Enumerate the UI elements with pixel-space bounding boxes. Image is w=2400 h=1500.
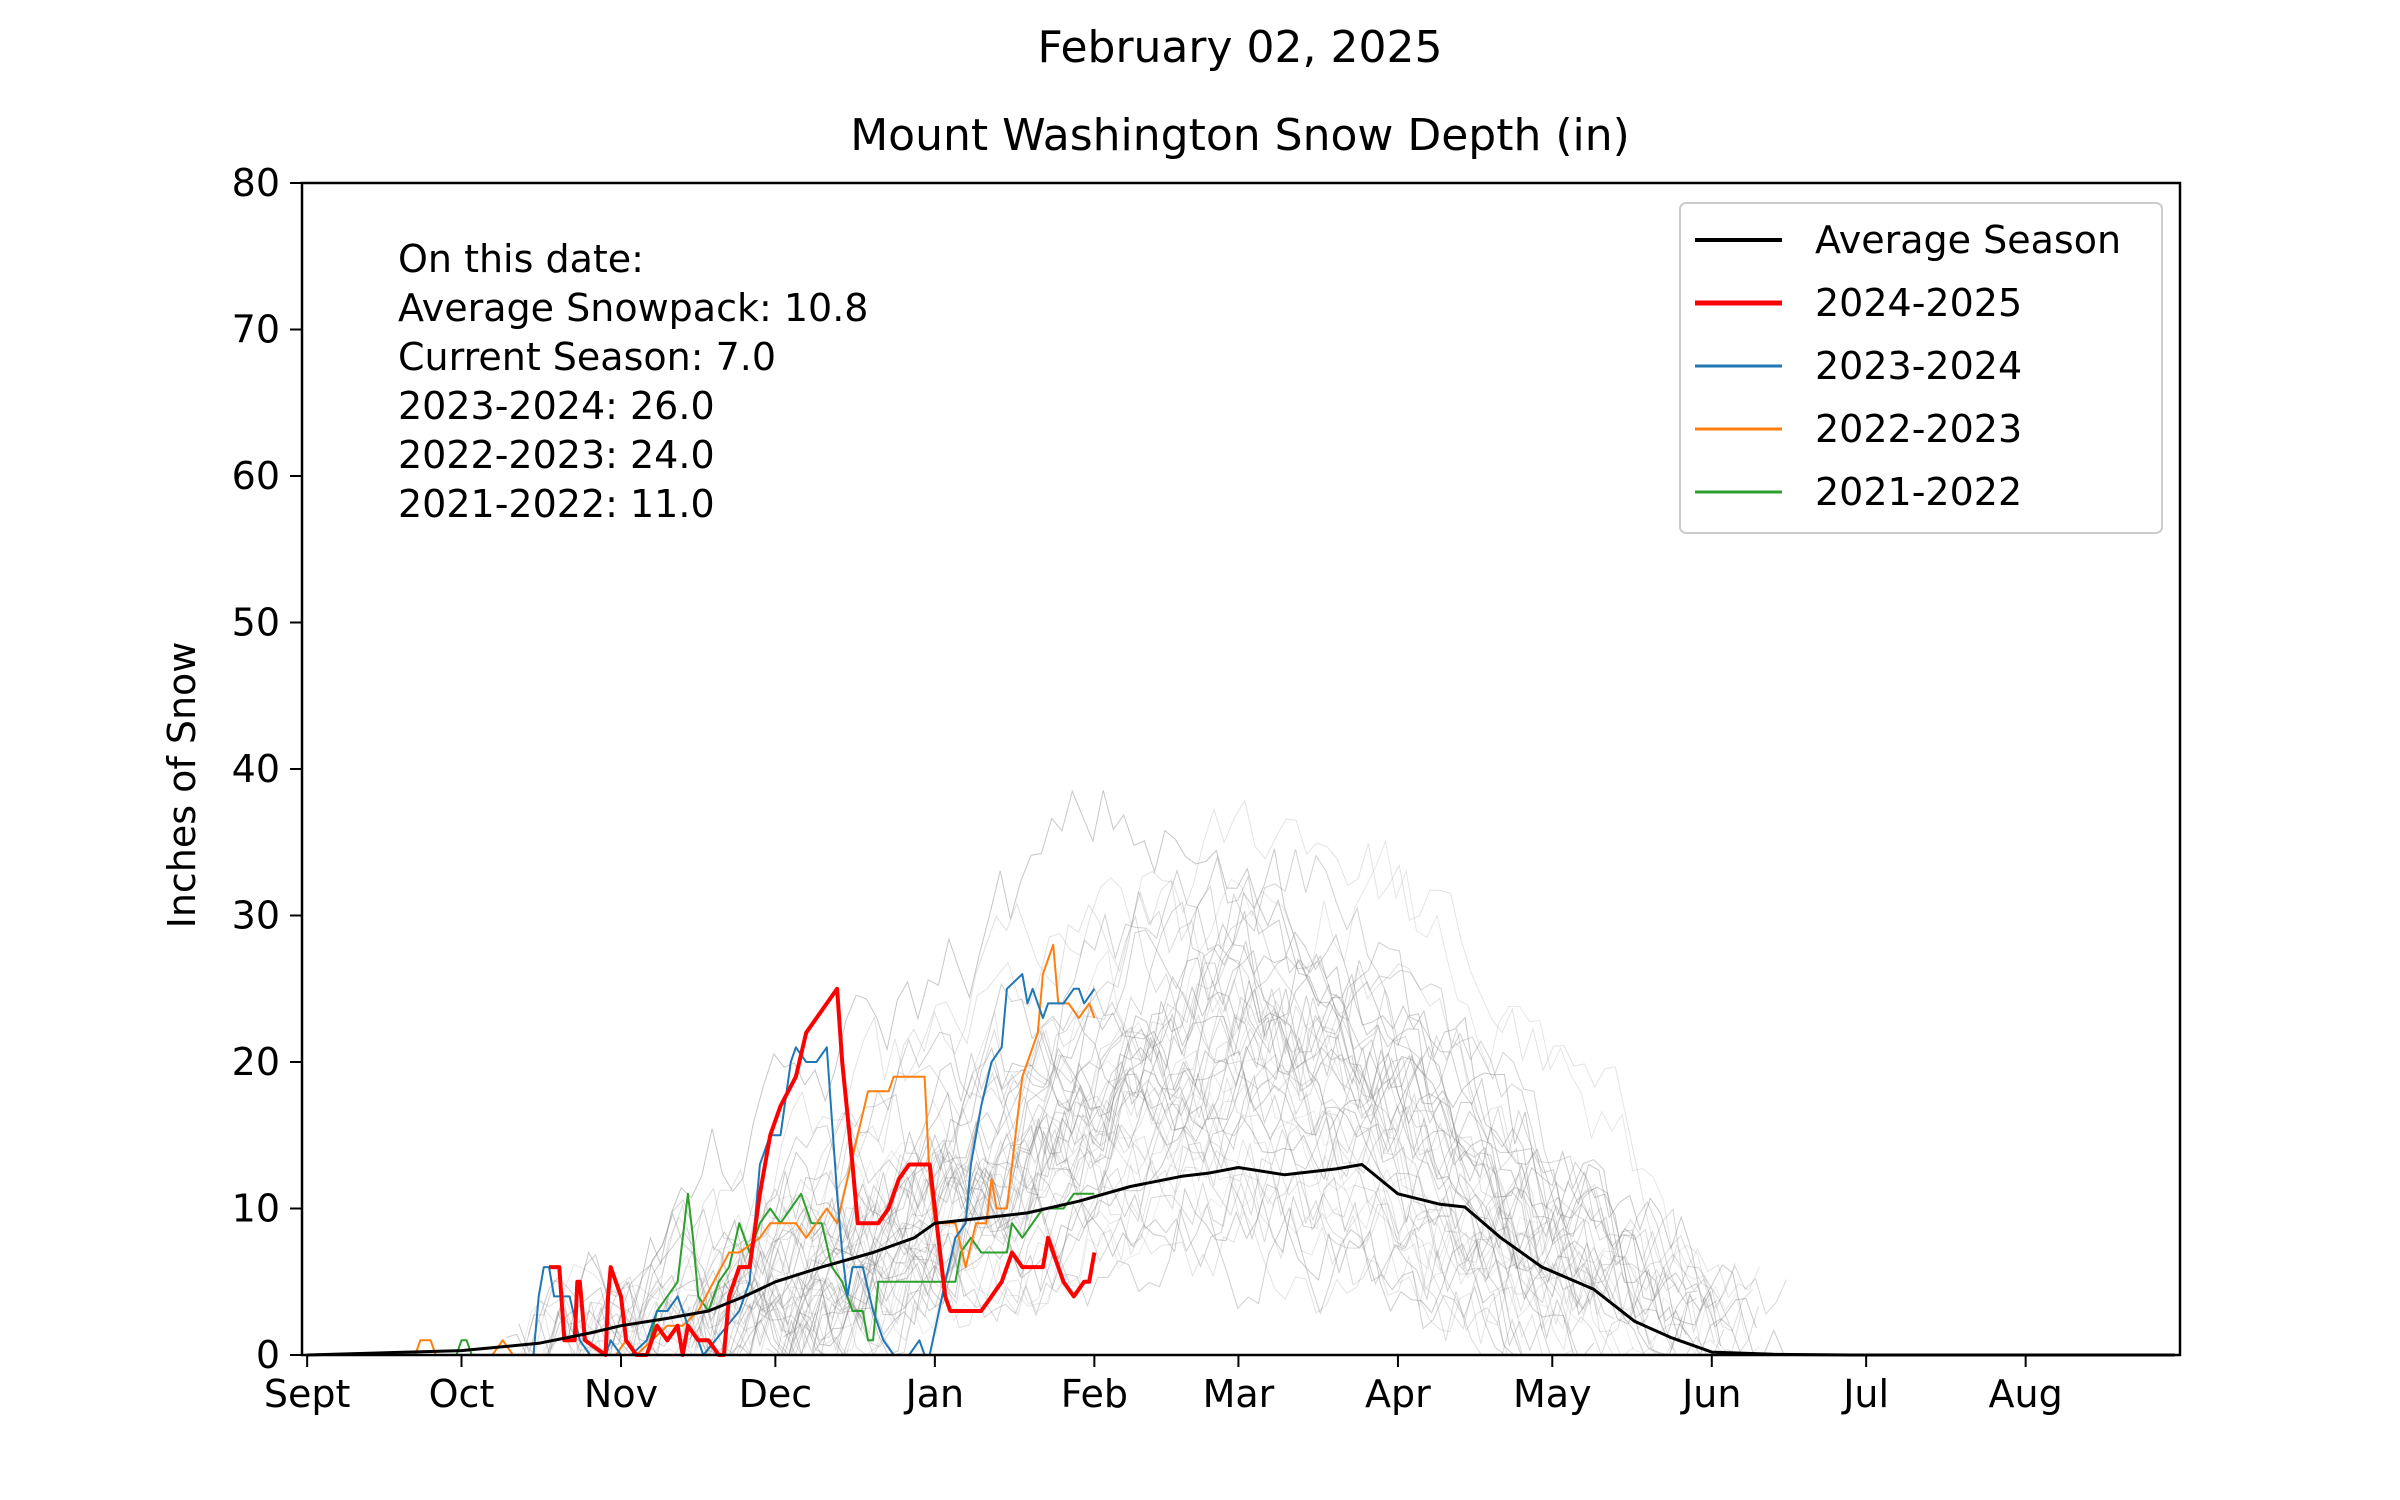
historical-season-line <box>687 1045 1718 1356</box>
y-tick-label: 30 <box>232 894 280 938</box>
annotation-line: Average Snowpack: 10.8 <box>398 286 868 330</box>
historical-season-line <box>518 1037 1590 1354</box>
historical-season-line <box>597 958 1546 1344</box>
historical-season-line <box>525 940 1730 1356</box>
historical-season-line <box>790 1172 1759 1357</box>
annotation-line: 2023-2024: 26.0 <box>398 384 715 428</box>
x-tick-label: Aug <box>1989 1372 2063 1416</box>
x-tick-label: Feb <box>1061 1372 1128 1416</box>
historical-season-line <box>544 1053 1523 1357</box>
y-tick-label: 0 <box>256 1333 280 1377</box>
historical-season-line <box>540 1010 1550 1357</box>
x-tick-label: Jan <box>904 1372 965 1416</box>
legend-entry: Average Season <box>1815 218 2121 262</box>
x-tick-label: Apr <box>1365 1372 1431 1416</box>
legend: Average Season 2024-2025 2023-2024 2022-202… <box>1679 202 2163 534</box>
series-lines <box>307 943 2175 1357</box>
legend-entry: 2024-2025 <box>1815 281 2022 325</box>
historical-season-line <box>664 1127 1787 1356</box>
historical-season-line <box>753 1049 1742 1357</box>
historical-season-line <box>794 1109 1649 1356</box>
historical-season-line <box>645 878 1584 1349</box>
x-tick-label: Dec <box>739 1372 813 1416</box>
x-tick-label: Jul <box>1841 1372 1889 1416</box>
historical-season-line <box>728 949 1645 1357</box>
annotation-line: 2022-2023: 24.0 <box>398 433 715 477</box>
historical-season-line <box>506 789 1722 1356</box>
historical-season-line <box>691 1016 1752 1357</box>
historical-season-line <box>527 914 1754 1356</box>
x-tick-label: May <box>1513 1372 1592 1416</box>
legend-entry: 2022-2023 <box>1815 407 2022 451</box>
y-tick-label: 10 <box>232 1187 280 1231</box>
legend-box <box>1679 202 2163 534</box>
series-line-2021-2022 <box>455 1192 1095 1356</box>
on-this-date-annotation: On this date: Average Snowpack: 10.8 Curre… <box>398 237 868 526</box>
series-line-2024-2025 <box>549 986 1097 1357</box>
annotation-line: On this date: <box>398 237 644 281</box>
y-axis-label: Inches of Snow <box>160 642 204 929</box>
chart-date-title: February 02, 2025 <box>1038 22 1443 73</box>
y-tick-label: 60 <box>232 454 280 498</box>
historical-season-line <box>616 1082 1760 1356</box>
annotation-line: 2021-2022: 11.0 <box>398 482 715 526</box>
historical-season-line <box>578 1015 1598 1354</box>
historical-season-line <box>783 1183 1515 1356</box>
historical-season-line <box>788 885 1623 1357</box>
x-tick-label: Sept <box>264 1372 351 1416</box>
x-tick-label: Mar <box>1203 1372 1275 1416</box>
historical-season-line <box>766 1047 1725 1356</box>
historical-season-line <box>726 1176 1551 1357</box>
x-tick-label: Nov <box>584 1372 658 1416</box>
annotation-line: Current Season: 7.0 <box>398 335 776 379</box>
x-tick-label: Jun <box>1680 1372 1741 1416</box>
chart-title: Mount Washington Snow Depth (in) <box>850 110 1630 161</box>
y-axis: 0 10 20 30 40 50 60 70 80 <box>232 161 302 1377</box>
historical-season-line <box>704 1068 1518 1356</box>
historical-season-line <box>683 1112 1652 1356</box>
historical-seasons <box>491 789 1795 1357</box>
legend-entry: 2023-2024 <box>1815 344 2022 388</box>
historical-season-line <box>719 988 1678 1357</box>
y-tick-label: 40 <box>232 747 280 791</box>
historical-season-line <box>510 839 1736 1356</box>
series-line-2023-2024 <box>532 973 1096 1356</box>
y-tick-label: 80 <box>232 161 280 205</box>
x-axis: Sept Oct Nov Dec Jan Feb Mar Apr May Jun Jul Aug <box>264 1355 2063 1416</box>
historical-season-line <box>739 1159 1574 1356</box>
historical-season-line <box>491 1089 1635 1356</box>
series-line-average-season <box>307 1163 2175 1357</box>
historical-season-line <box>538 868 1517 1356</box>
legend-entry: 2021-2022 <box>1815 470 2022 514</box>
historical-season-line <box>770 923 1522 1356</box>
historical-season-line <box>739 953 1595 1356</box>
historical-season-line <box>539 957 1795 1357</box>
x-tick-label: Oct <box>429 1372 495 1416</box>
historical-season-line <box>493 799 1760 1356</box>
historical-season-line <box>718 849 1615 1354</box>
historical-season-line <box>788 1049 1757 1356</box>
y-tick-label: 20 <box>232 1040 280 1084</box>
y-tick-label: 50 <box>232 601 280 645</box>
historical-season-line <box>624 1110 1747 1357</box>
y-tick-label: 70 <box>232 308 280 352</box>
